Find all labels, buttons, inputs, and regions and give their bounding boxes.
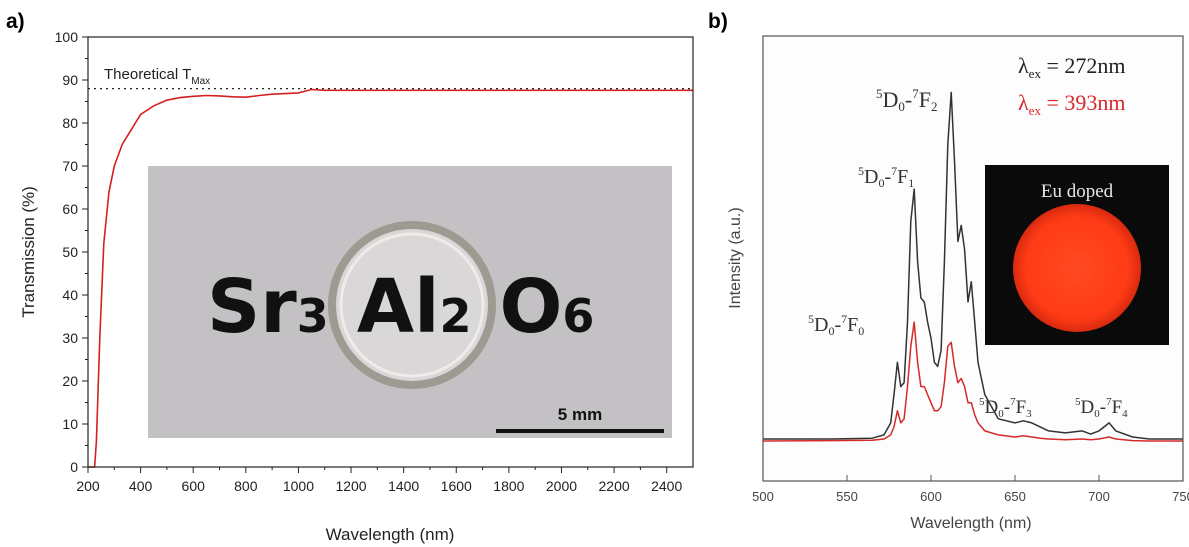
x-tick-label-b-5: 750	[1172, 489, 1189, 504]
panel-a-chart: Sr3 Al2 O6 5 mm 200 400 600 800 1000 1200 1400 16…	[19, 29, 694, 544]
eu-doped-label: Eu doped	[1041, 181, 1114, 202]
x-tick-label-a-4: 1000	[283, 478, 314, 494]
formula-label: Sr3 Al2 O6	[207, 264, 594, 350]
y-axis-title-a: Transmission (%)	[19, 186, 38, 318]
x-axis-title-a: Wavelength (nm)	[326, 525, 455, 544]
transmission-series-line	[88, 88, 693, 468]
formula-o: O	[499, 264, 562, 350]
x-tick-label-a-6: 1400	[388, 478, 419, 494]
y-tick-label-a-2: 20	[62, 373, 78, 389]
y-tick-label-a-6: 60	[62, 201, 78, 217]
x-tick-label-b-3: 650	[1004, 489, 1026, 504]
y-tick-label-a-9: 90	[62, 72, 78, 88]
annotation-5d0-7f0: 5D0-7F0	[808, 312, 864, 338]
eu-doped-inset: Eu doped	[985, 165, 1169, 345]
annotation-5d0-7f4: 5D0-7F4	[1075, 396, 1128, 420]
x-tick-label-a-2: 600	[182, 478, 206, 494]
legend-272: λex = 272nm	[1018, 53, 1125, 81]
annotation-5d0-7f2: 5D0-7F2	[876, 86, 937, 114]
annotation-5d0-7f3: 5D0-7F3	[979, 396, 1032, 420]
scale-bar	[496, 429, 664, 433]
x-tick-label-b-0: 500	[752, 489, 774, 504]
panel-a-label: a)	[6, 10, 25, 33]
formula-al-sub: 2	[439, 289, 471, 343]
y-tick-label-a-10: 100	[55, 29, 79, 45]
x-tick-label-a-5: 1200	[335, 478, 366, 494]
x-tick-label-b-2: 600	[920, 489, 942, 504]
formula-sr-sub: 3	[297, 289, 329, 343]
scale-bar-label: 5 mm	[558, 405, 602, 424]
x-tick-label-a-11: 2400	[651, 478, 682, 494]
plot-b-frame	[762, 35, 1184, 482]
annotation-5d0-7f1: 5D0-7F1	[858, 164, 914, 190]
x-axis-title-b: Wavelength (nm)	[910, 515, 1031, 532]
y-tick-label-a-4: 40	[62, 287, 78, 303]
formula-o-sub: 6	[562, 289, 594, 343]
ceramic-disk	[328, 221, 496, 389]
x-tick-label-a-3: 800	[234, 478, 258, 494]
x-tick-label-b-1: 550	[836, 489, 858, 504]
y-tick-label-a-3: 30	[62, 330, 78, 346]
x-tick-label-a-0: 200	[76, 478, 100, 494]
emission-series-line-1	[762, 321, 1183, 442]
y-tick-label-a-8: 80	[62, 115, 78, 131]
x-tick-label-a-9: 2000	[546, 478, 577, 494]
y-tick-label-a-5: 50	[62, 244, 78, 260]
legend-393: λex = 393nm	[1018, 90, 1125, 118]
sample-photo-inset: Sr3 Al2 O6 5 mm	[148, 166, 672, 438]
legend-b: λex = 272nm λex = 393nm	[1018, 53, 1125, 118]
y-tick-label-a-0: 0	[70, 459, 78, 475]
emission-series-line-0	[763, 91, 1183, 440]
y-axis-title-b: Intensity (a.u.)	[727, 207, 744, 308]
formula-sr: Sr	[207, 264, 297, 350]
x-tick-label-a-1: 400	[129, 478, 153, 494]
x-tick-label-a-10: 2200	[599, 478, 630, 494]
panel-b-label: b)	[708, 10, 728, 33]
y-tick-label-a-7: 70	[62, 158, 78, 174]
x-tick-label-b-4: 700	[1088, 489, 1110, 504]
y-tick-label-a-1: 10	[62, 416, 78, 432]
formula-al: Al	[357, 264, 440, 350]
theoretical-tmax-label: Theoretical TMax	[104, 66, 210, 87]
x-tick-label-a-7: 1600	[441, 478, 472, 494]
panel-b-chart: 500 550 600 650 700 750 Eu doped λex = 272nm …	[727, 35, 1189, 532]
x-tick-label-a-8: 1800	[493, 478, 524, 494]
luminescent-disk	[1013, 204, 1141, 332]
